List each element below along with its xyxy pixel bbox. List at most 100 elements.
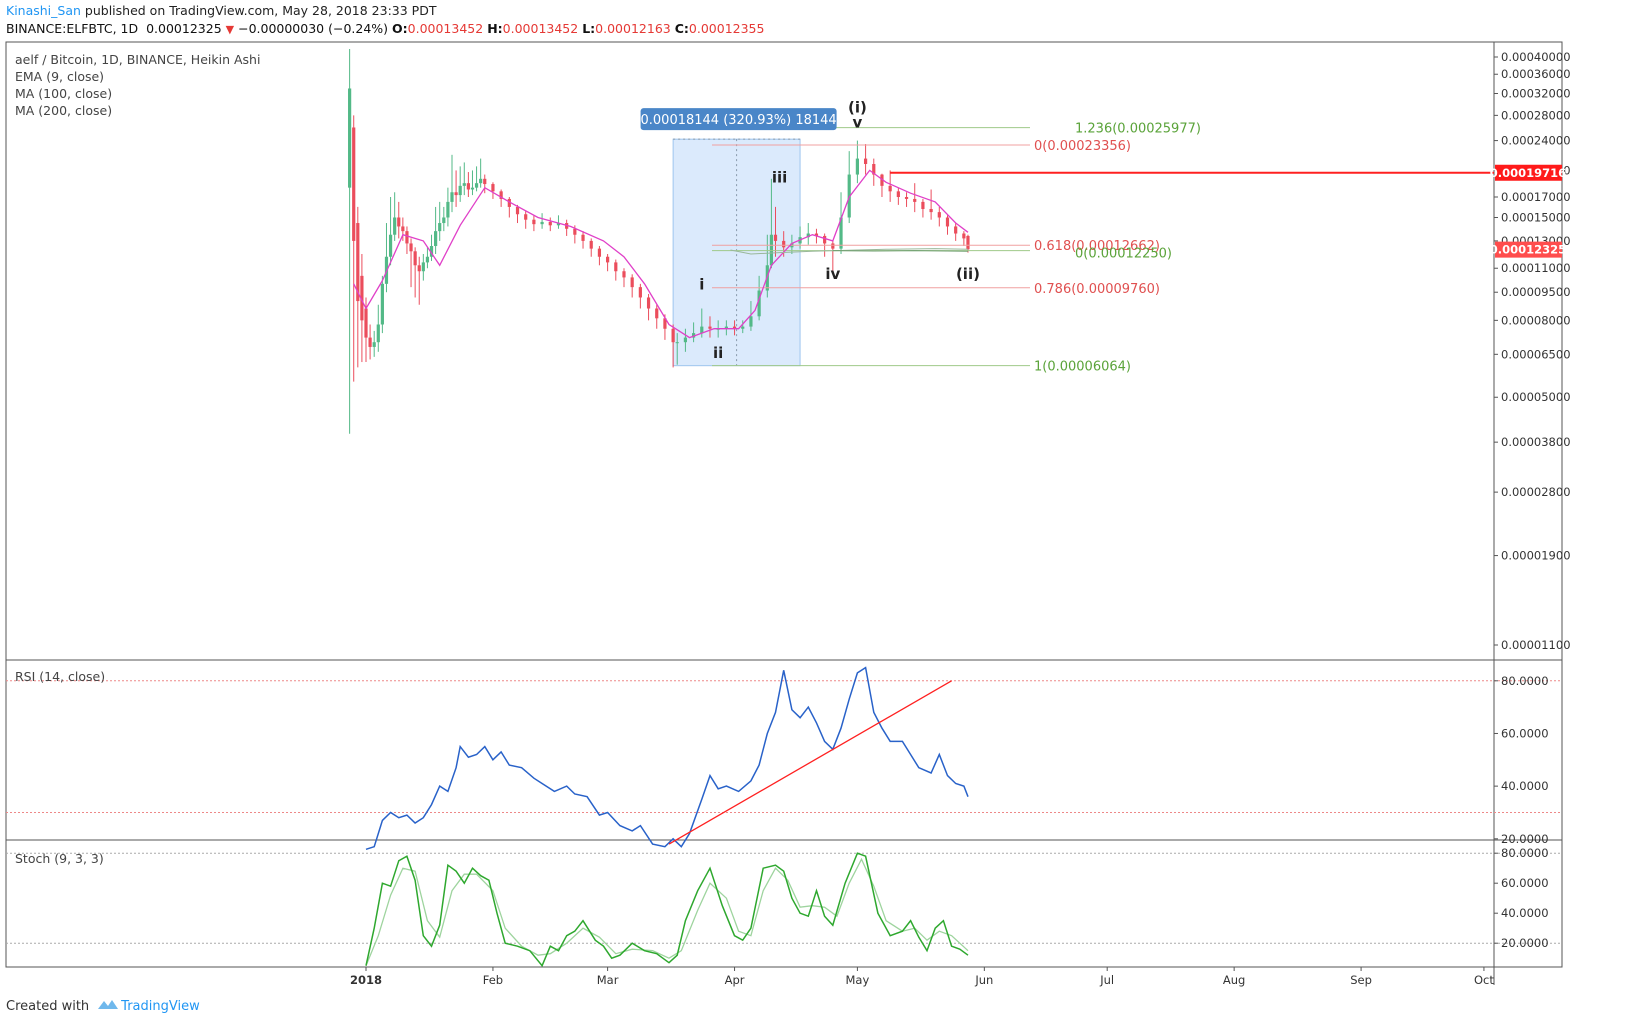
candle-body: [663, 318, 667, 329]
candle-body: [352, 127, 356, 241]
price-axis-tag-text: 0.00012325: [1490, 243, 1566, 257]
stoch-tick-label: 60.0000: [1501, 876, 1549, 890]
candle-body: [814, 233, 819, 236]
time-tick-label: Oct: [1474, 973, 1494, 987]
ma-200-line: [832, 250, 969, 252]
candle-body: [356, 223, 360, 302]
price-axis-tag: [1495, 164, 1562, 181]
stoch-tick-label: 20.0000: [1501, 936, 1549, 950]
tradingview-logo-icon: [97, 998, 119, 1015]
wave-label: iii: [772, 168, 787, 186]
candle-body: [438, 223, 442, 232]
rsi-tick-label: 80.0000: [1501, 674, 1549, 688]
candle-body: [896, 191, 900, 198]
time-tick-label: Sep: [1350, 973, 1372, 987]
candle-body: [700, 326, 704, 334]
candle-body: [675, 342, 679, 344]
candle-body: [646, 297, 651, 309]
candle-body: [372, 342, 376, 347]
candle-body: [671, 328, 675, 343]
close-label: C:: [674, 21, 689, 36]
candle-body: [524, 214, 528, 220]
candle-body: [499, 191, 503, 199]
candle-body: [429, 246, 434, 257]
open-label: O:: [392, 21, 408, 36]
stoch-tick-label: 40.0000: [1501, 906, 1549, 920]
wave-label: (i): [848, 98, 867, 116]
last-price: 0.00012325: [146, 21, 222, 36]
candle-body: [732, 326, 737, 329]
candle-body: [782, 240, 786, 248]
candle-body: [540, 221, 544, 225]
candle-body: [622, 271, 626, 278]
tradingview-link[interactable]: TradingView: [121, 999, 200, 1014]
candle-body: [839, 217, 843, 249]
price-tick-label: 0.00024000: [1501, 134, 1571, 148]
price-tick-label: 0.00028000: [1501, 108, 1571, 122]
candle-body: [708, 326, 712, 329]
price-tick-label: 0.00001900: [1501, 549, 1571, 563]
rsi-tick-label: 40.0000: [1501, 779, 1549, 793]
low-label: L:: [582, 21, 596, 36]
high-value: 0.00013452: [502, 21, 579, 36]
price-tick-label: 0.00015000: [1501, 210, 1571, 224]
candle-body: [479, 178, 483, 184]
high-label: H:: [487, 21, 503, 36]
candle-body: [769, 234, 774, 266]
candle-body: [364, 308, 368, 338]
candle-body: [413, 251, 417, 266]
symbol: BINANCE:ELFBTC, 1D: [6, 21, 139, 36]
candle-body: [368, 337, 372, 347]
candle-body: [638, 287, 642, 298]
published-text: published on TradingView.com, May 28, 20…: [80, 3, 437, 18]
candle-body: [683, 337, 688, 343]
candle-body: [388, 234, 393, 257]
price-tick-label: 0.00032000: [1501, 87, 1571, 101]
measure-label-box: [640, 108, 837, 131]
candle-body: [872, 163, 876, 175]
candle-body: [454, 192, 458, 196]
candle-body: [954, 226, 958, 234]
footer: Created with TradingView: [6, 998, 200, 1015]
time-tick-label: Jul: [1099, 973, 1114, 987]
price-tick-label: 0.00011000: [1501, 261, 1571, 275]
candle-body: [532, 219, 536, 225]
time-tick-label: Mar: [597, 973, 619, 987]
price-tick-label: 0.00036000: [1501, 67, 1571, 81]
low-value: 0.00012163: [595, 21, 671, 36]
author-link[interactable]: Kinashi_San: [6, 3, 81, 18]
candle-body: [483, 178, 487, 185]
price-tick-label: 0.00003800: [1501, 435, 1571, 449]
candle-body: [421, 262, 425, 272]
rsi-tick-label: 60.0000: [1501, 726, 1549, 740]
candle-body: [548, 221, 552, 226]
candle-body: [474, 183, 479, 188]
stoch-title: Stoch (9, 3, 3): [15, 851, 104, 866]
candle-body: [434, 231, 438, 247]
rsi-line: [365, 666, 969, 851]
indicator-legend: MA (200, close): [15, 103, 112, 118]
candle-body: [442, 217, 446, 224]
candle-body: [966, 235, 970, 250]
indicator-legend: EMA (9, close): [15, 69, 104, 84]
time-tick-label: Jun: [974, 973, 993, 987]
publish-header: Kinashi_San published on TradingView.com…: [6, 3, 436, 19]
price-axis-tag: [1495, 241, 1562, 258]
candle-body: [724, 326, 728, 329]
wave-label: ii: [713, 344, 723, 362]
price-tick-label: 0.00009500: [1501, 285, 1571, 299]
candle-body: [462, 183, 466, 186]
candle-body: [806, 233, 810, 238]
price-tick-label: 0.00017000: [1501, 190, 1571, 204]
open-value: 0.00013452: [407, 21, 484, 36]
candle-body: [360, 275, 364, 321]
candle-body: [913, 198, 917, 202]
candle-body: [962, 233, 966, 239]
candle-body: [597, 248, 602, 257]
candle-body: [573, 228, 577, 235]
fib-level-label: 0(0.00023356): [1034, 139, 1131, 154]
candle-body: [606, 256, 610, 263]
candle-body: [855, 158, 859, 175]
candle-body: [405, 231, 409, 244]
